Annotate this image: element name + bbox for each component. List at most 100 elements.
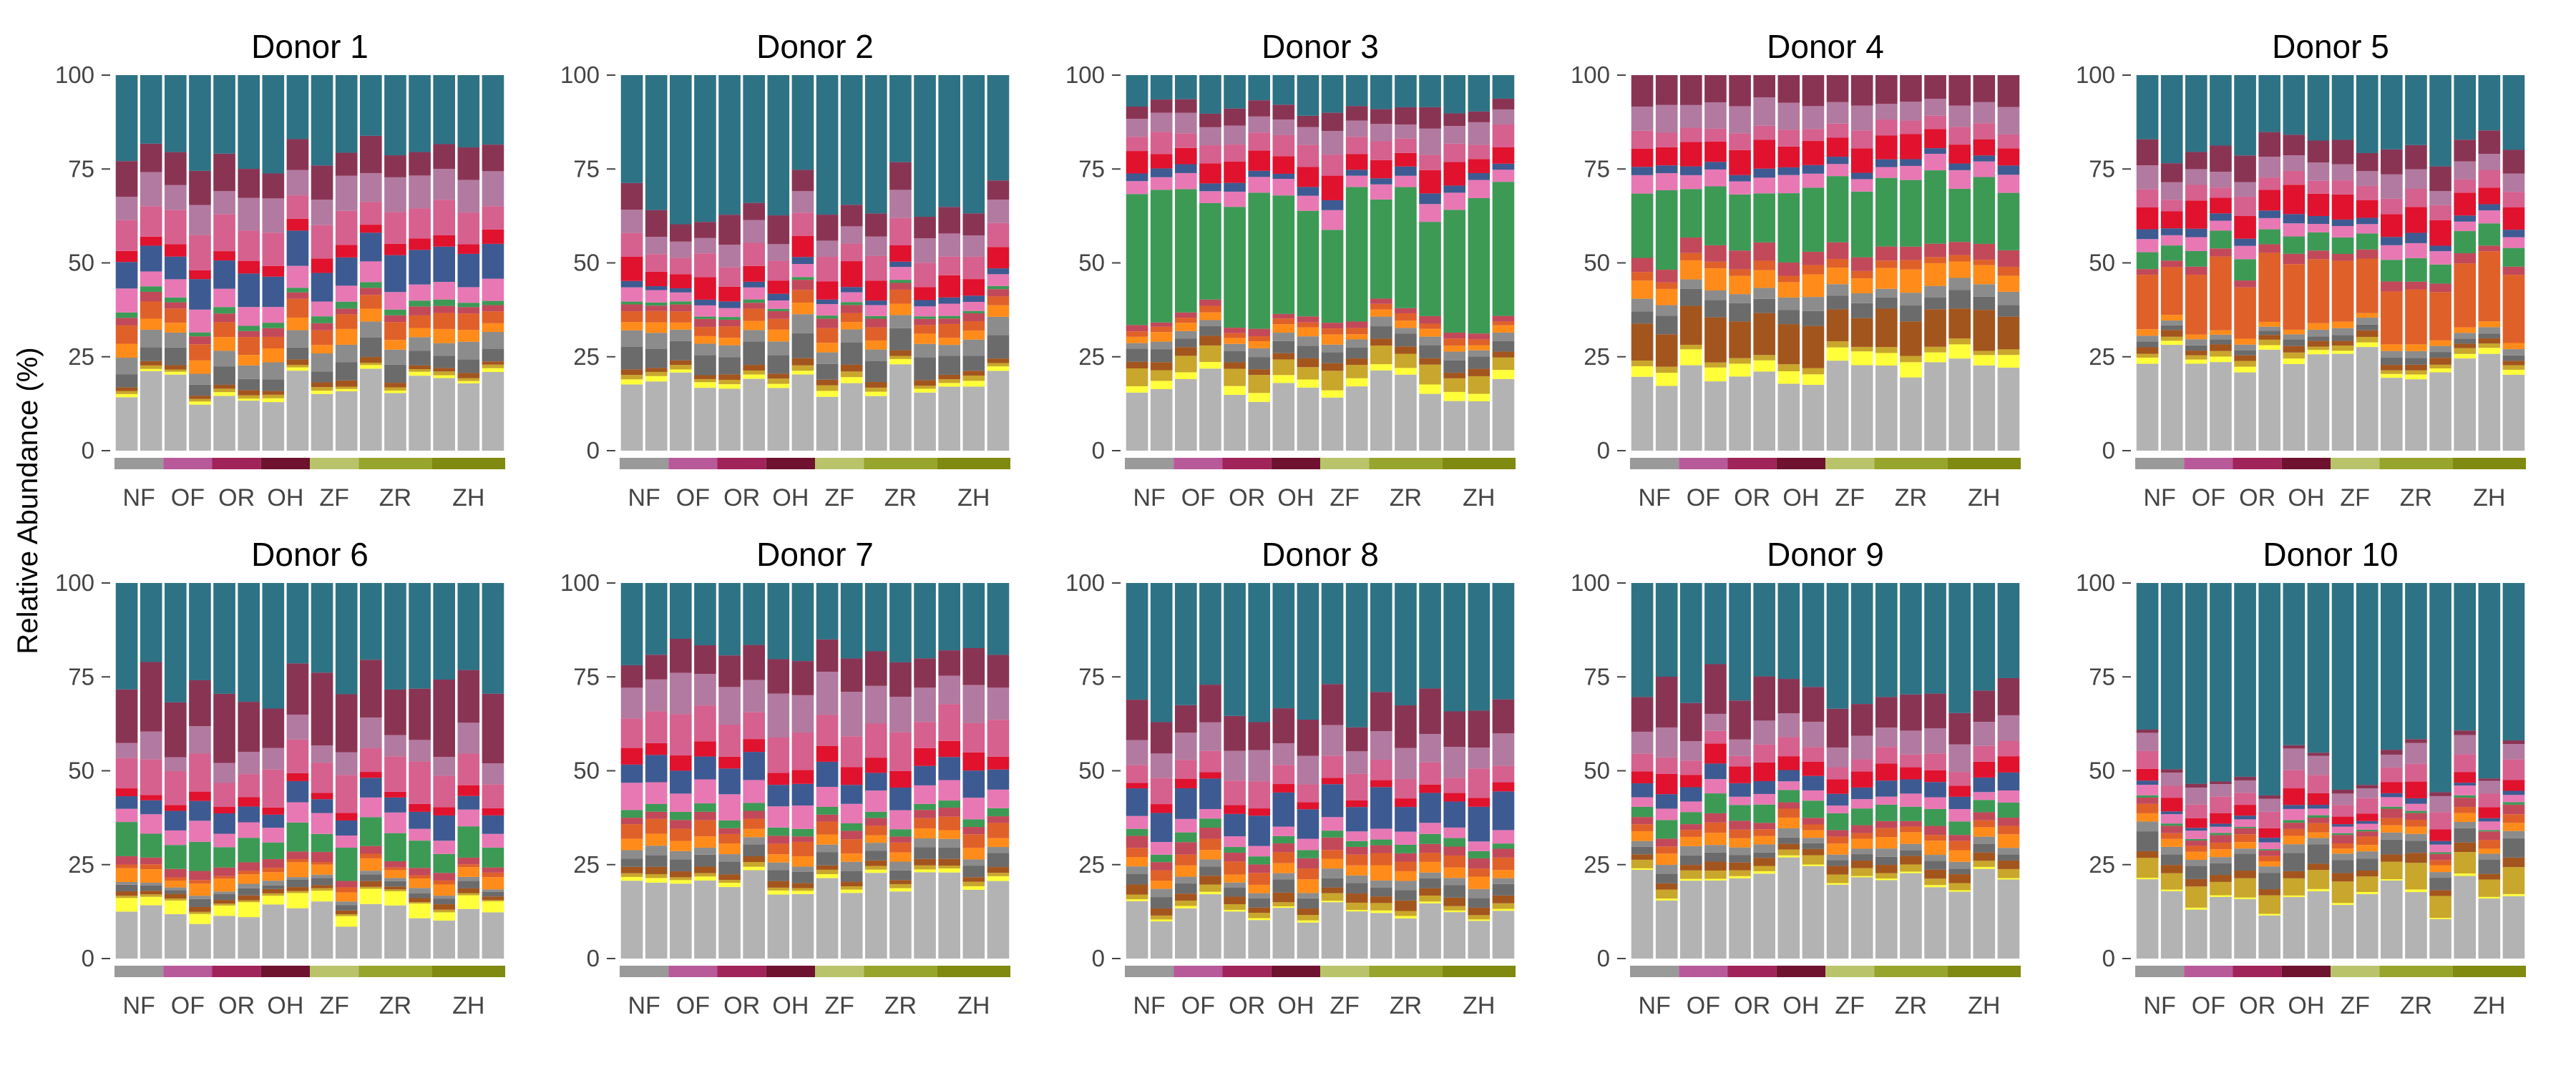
group-strip bbox=[358, 966, 432, 977]
bar-segment bbox=[962, 770, 985, 798]
bar-segment bbox=[165, 302, 187, 309]
bar-segment bbox=[1948, 744, 1971, 773]
bar-segment bbox=[1802, 721, 1825, 748]
bar-segment bbox=[1297, 358, 1319, 368]
bar-segment bbox=[384, 881, 406, 887]
bar-segment bbox=[767, 373, 790, 379]
bar-segment bbox=[620, 375, 643, 380]
bar-segment bbox=[213, 893, 235, 901]
bar-segment bbox=[1199, 750, 1221, 773]
bar-segment bbox=[2331, 321, 2354, 328]
bar-segment bbox=[1150, 583, 1173, 722]
bar-segment bbox=[914, 343, 936, 358]
bar bbox=[1753, 75, 1776, 451]
bar-segment bbox=[409, 300, 431, 307]
group-label: OR bbox=[723, 484, 760, 511]
bar-segment bbox=[718, 854, 741, 862]
bar-segment bbox=[238, 307, 260, 326]
bar-segment bbox=[1224, 861, 1246, 875]
bar-segment bbox=[962, 356, 985, 371]
group-strip bbox=[1679, 458, 1728, 469]
bar-segment bbox=[2160, 854, 2183, 866]
bar-segment bbox=[1655, 583, 1678, 677]
bar-segment bbox=[2454, 754, 2477, 773]
bar-segment bbox=[1321, 878, 1344, 888]
bar-segment bbox=[2185, 788, 2207, 805]
bar-segment bbox=[433, 246, 456, 283]
y-tick-label: 50 bbox=[1078, 250, 1105, 276]
bar-segment bbox=[1370, 199, 1392, 299]
y-tick-label: 75 bbox=[68, 663, 94, 690]
bar-segment bbox=[1948, 712, 1971, 745]
bar-segment bbox=[791, 871, 814, 883]
bar-segment bbox=[1997, 291, 2020, 305]
bar-segment bbox=[1802, 583, 1825, 687]
bar-segment bbox=[1150, 862, 1173, 871]
bar-segment bbox=[694, 848, 716, 855]
bar-segment bbox=[1395, 346, 1417, 354]
bar-segment bbox=[1704, 852, 1727, 862]
bar-segment bbox=[1997, 107, 2020, 134]
bar-segment bbox=[914, 658, 936, 688]
bar-segment bbox=[2381, 879, 2403, 881]
bar-segment bbox=[620, 379, 643, 385]
bar-segment bbox=[1370, 364, 1392, 371]
bar-segment bbox=[1321, 868, 1344, 878]
bar-segment bbox=[1924, 362, 1946, 451]
bar-segment bbox=[1631, 148, 1654, 167]
bar-segment bbox=[1492, 163, 1515, 170]
bar-segment bbox=[1680, 787, 1702, 802]
bar-segment bbox=[1175, 818, 1197, 833]
bar-segment bbox=[1850, 172, 1873, 180]
bar-segment bbox=[2283, 820, 2306, 823]
bar-segment bbox=[791, 770, 814, 784]
bar-segment bbox=[2210, 835, 2232, 843]
bar-segment bbox=[433, 368, 456, 372]
bar-segment bbox=[645, 376, 668, 382]
bar-segment bbox=[865, 758, 887, 773]
group-label: ZR bbox=[2400, 992, 2432, 1019]
bar-segment bbox=[1973, 745, 1996, 762]
bar-segment bbox=[1655, 132, 1678, 147]
panel-title: Donor 10 bbox=[2263, 536, 2398, 573]
bar-segment bbox=[115, 689, 138, 743]
group-label: ZF bbox=[2340, 484, 2370, 511]
bar-segment bbox=[1704, 763, 1727, 780]
bar-segment bbox=[938, 386, 961, 451]
bar-segment bbox=[865, 280, 887, 301]
bar-segment bbox=[213, 903, 235, 906]
bar bbox=[743, 75, 766, 451]
bar-segment bbox=[1850, 270, 1873, 279]
bar-segment bbox=[1704, 162, 1727, 170]
bar-segment bbox=[1777, 167, 1800, 175]
bar-segment bbox=[335, 752, 358, 775]
bar-segment bbox=[2331, 805, 2354, 817]
bar-segment bbox=[2478, 780, 2501, 794]
bar-segment bbox=[409, 306, 431, 315]
bar-segment bbox=[962, 320, 985, 331]
bar bbox=[1297, 75, 1319, 451]
bar-segment bbox=[645, 866, 668, 874]
bar-segment bbox=[1492, 583, 1515, 700]
bar-segment bbox=[2283, 329, 2306, 335]
bar-segment bbox=[1753, 804, 1776, 823]
bar-segment bbox=[2356, 347, 2379, 451]
bar-segment bbox=[2454, 348, 2477, 354]
bar-segment bbox=[262, 896, 285, 905]
group-strip bbox=[2233, 966, 2282, 977]
bar-segment bbox=[694, 880, 716, 959]
bar-segment bbox=[1680, 189, 1702, 237]
bar-segment bbox=[311, 382, 333, 388]
bar-segment bbox=[409, 878, 431, 888]
bar-segment bbox=[1802, 800, 1825, 818]
bar-segment bbox=[1370, 839, 1392, 846]
bar-segment bbox=[987, 366, 1010, 371]
bar-segment bbox=[2405, 364, 2427, 371]
bar-segment bbox=[384, 833, 406, 861]
bar-segment bbox=[213, 878, 235, 892]
bar-segment bbox=[791, 866, 814, 872]
bar-segment bbox=[1655, 147, 1678, 166]
bar-segment bbox=[1900, 180, 1922, 247]
bar-segment bbox=[1948, 583, 1971, 713]
bar-segment bbox=[2136, 239, 2159, 253]
